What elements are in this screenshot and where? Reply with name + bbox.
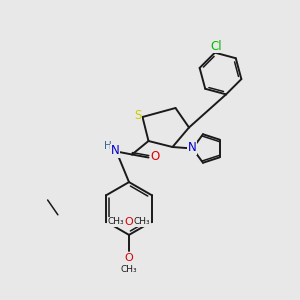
Text: O: O — [124, 217, 133, 227]
Text: CH₃: CH₃ — [108, 217, 124, 226]
Text: CH₃: CH₃ — [121, 265, 137, 274]
Text: H: H — [104, 140, 112, 151]
Text: O: O — [124, 253, 134, 263]
Text: N: N — [188, 141, 196, 154]
Text: Cl: Cl — [211, 40, 222, 52]
Text: O: O — [125, 217, 134, 227]
Text: N: N — [110, 144, 119, 158]
Text: O: O — [151, 150, 160, 164]
Text: CH₃: CH₃ — [134, 217, 150, 226]
Text: S: S — [134, 109, 142, 122]
